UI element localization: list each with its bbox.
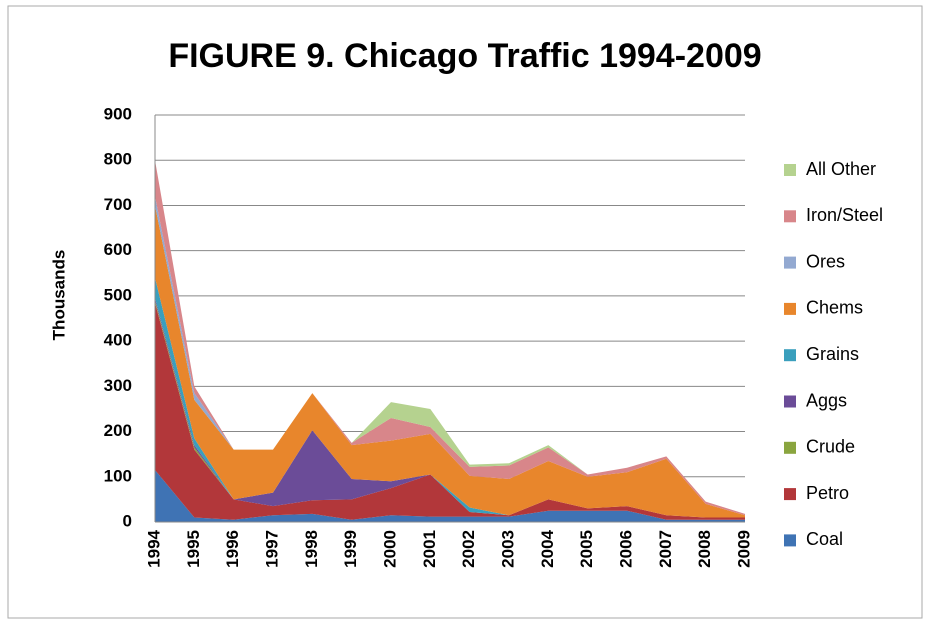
x-tick-label: 1996 [223,530,242,568]
y-tick-label: 300 [104,376,132,395]
y-tick-label: 200 [104,421,132,440]
legend-swatch [784,395,796,408]
y-tick-label: 600 [104,240,132,259]
y-tick-label: 700 [104,195,132,214]
area [155,302,745,520]
area [155,160,745,516]
x-tick-label: 2002 [459,530,478,568]
legend-label: Ores [806,251,845,271]
y-axis-label: Thousands [49,250,68,341]
x-tick-label: 2000 [380,530,399,568]
legend-swatch [784,534,796,547]
legend-label: Aggs [806,390,847,410]
x-tick-label: 1995 [184,530,203,568]
legend-swatch [784,164,796,176]
legend-label: All Other [806,159,876,179]
legend-swatch [784,488,796,501]
x-tick-label: 2008 [695,530,714,568]
chart-title: FIGURE 9. Chicago Traffic 1994-2009 [168,37,761,75]
y-tick-label: 500 [104,285,132,304]
legend-swatch [784,210,796,223]
legend-swatch [784,349,796,362]
x-tick-label: 1999 [341,530,360,568]
x-tick-label: 2003 [498,530,517,568]
y-tick-label: 0 [123,511,132,530]
x-tick-label: 1998 [302,530,321,568]
legend-label: Chems [806,298,863,318]
x-tick-label: 1994 [144,529,163,567]
area [155,160,745,514]
x-tick-label: 2007 [656,530,675,568]
legend-label: Petro [806,483,849,503]
x-tick-label: 2009 [734,530,753,568]
legend-label: Coal [806,529,843,549]
y-tick-label: 800 [104,150,132,169]
legend-label: Grains [806,344,859,364]
y-tick-label: 900 [104,104,132,123]
area [155,298,745,518]
legend-label: Crude [806,437,855,457]
y-tick-label: 400 [104,331,132,350]
legend-swatch [784,302,796,315]
x-tick-label: 2005 [577,530,596,568]
area [155,205,745,518]
legend-label: Iron/Steel [806,205,883,225]
legend-swatch [784,441,796,454]
x-tick-label: 2001 [420,530,439,568]
x-tick-label: 1997 [262,530,281,568]
x-tick-label: 2006 [616,530,635,568]
legend-swatch [784,256,796,269]
x-tick-label: 2004 [538,529,557,567]
y-tick-label: 100 [104,466,132,485]
